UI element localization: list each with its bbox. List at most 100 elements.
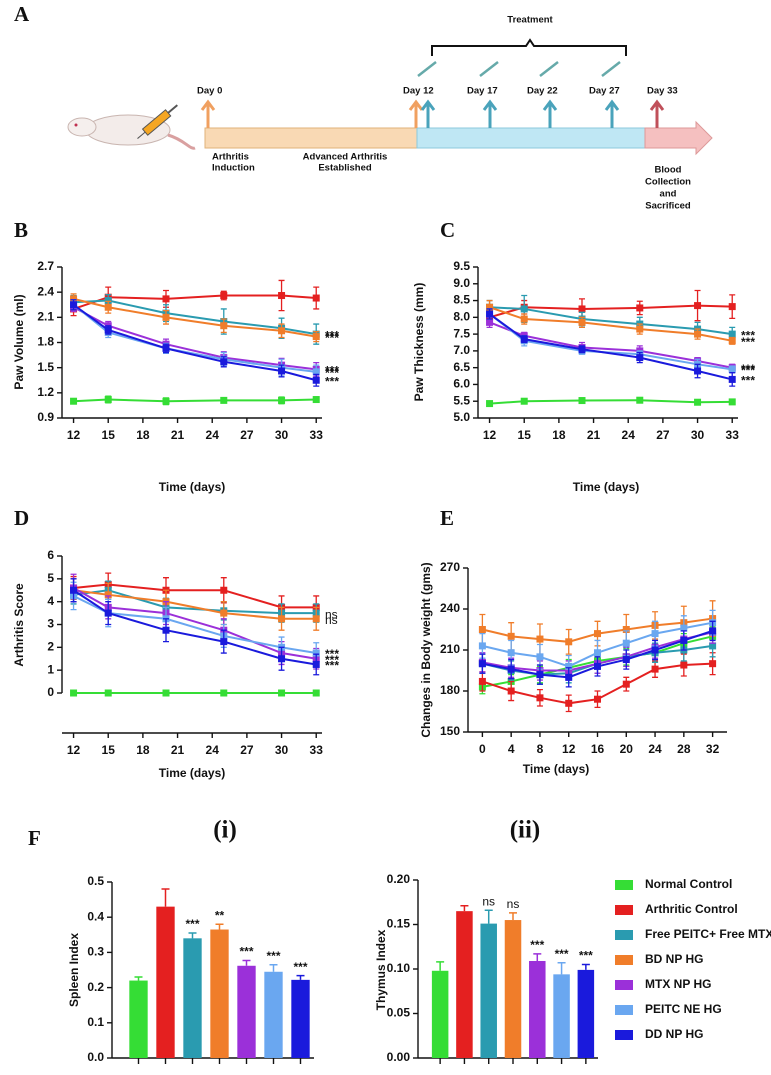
- data-point: [70, 397, 78, 405]
- y-axis-label: Thymus Index: [374, 929, 388, 1010]
- y-axis-label: Spleen Index: [67, 933, 81, 1007]
- y-tick-label: 1.8: [37, 335, 54, 349]
- data-point: [594, 662, 601, 670]
- x-tick-label: 21: [587, 428, 601, 442]
- x-tick-label: 4: [508, 742, 515, 756]
- data-point: [104, 609, 112, 617]
- legend-swatch: [615, 980, 633, 990]
- x-tick-label: 24: [648, 742, 662, 756]
- data-point: [220, 638, 228, 646]
- series-line: [72, 303, 317, 373]
- legend-label: Free PEITC+ Free MTX: [645, 927, 771, 941]
- significance-label: ***: [530, 938, 544, 952]
- y-axis-label: Paw Thickness (mm): [412, 283, 426, 402]
- treatment-bar: [416, 127, 646, 149]
- data-point: [70, 689, 78, 697]
- significance-label: ***: [741, 335, 755, 349]
- day-label: Day 22: [527, 86, 558, 97]
- data-point: [651, 646, 659, 654]
- series-line: [489, 306, 733, 336]
- legend-label: MTX NP HG: [645, 977, 711, 991]
- chart: C Paw Thickness (mm) Time (days) 5.0 5.5 6.0 6…: [412, 218, 755, 494]
- data-point: [486, 318, 494, 326]
- data-point: [104, 297, 112, 305]
- bar: [577, 969, 595, 1058]
- data-point: [278, 655, 286, 663]
- x-tick-label: 12: [67, 743, 81, 757]
- data-point: [520, 335, 528, 343]
- data-point: [520, 305, 528, 313]
- y-tick-label: 0.2: [87, 980, 104, 994]
- data-point: [312, 376, 320, 384]
- significance-label: ***: [741, 374, 755, 388]
- data-point: [104, 303, 112, 311]
- x-tick-label: 0: [479, 742, 486, 756]
- bar: [156, 906, 175, 1058]
- series-line: [73, 306, 317, 371]
- syringe-icons: [417, 61, 621, 77]
- data-point: [478, 642, 486, 650]
- y-tick-label: 8.0: [453, 310, 470, 324]
- timeline: A Treatment Day 0 D: [14, 2, 713, 212]
- data-point: [278, 396, 286, 404]
- data-point: [680, 624, 688, 632]
- error-bar: [134, 976, 143, 981]
- data-point: [728, 337, 736, 345]
- data-point: [162, 295, 170, 303]
- phase-label: Sacrificed: [645, 201, 691, 212]
- series-line: [488, 313, 733, 381]
- induction-bar: [204, 127, 418, 149]
- y-tick-label: 1.5: [37, 360, 54, 374]
- significance-label: ***: [239, 945, 253, 959]
- y-axis-label: Changes in Body weight (gms): [419, 562, 433, 737]
- y-tick-label: 0.20: [387, 872, 411, 886]
- data-point: [536, 671, 544, 679]
- data-point: [162, 313, 170, 321]
- x-tick-label: 33: [726, 428, 740, 442]
- data-point: [312, 396, 320, 404]
- panel-label: B: [14, 218, 28, 242]
- data-point: [594, 649, 601, 657]
- data-point: [312, 615, 320, 623]
- rat-eye: [74, 123, 78, 127]
- data-point: [565, 699, 573, 707]
- data-point: [486, 303, 494, 311]
- error-bar: [533, 953, 542, 961]
- bar: [291, 979, 310, 1058]
- data-point: [594, 695, 601, 703]
- legend-swatch: [615, 880, 633, 890]
- legend-label: Normal Control: [645, 877, 732, 891]
- data-point: [636, 354, 644, 362]
- data-point: [220, 396, 228, 404]
- rat-head: [67, 117, 97, 137]
- bar: [504, 920, 522, 1058]
- x-tick-label: 30: [691, 428, 705, 442]
- day-label: Day 17: [467, 86, 498, 97]
- legend-swatch: [615, 905, 633, 915]
- day-label: Day 27: [589, 86, 620, 97]
- data-point: [162, 626, 170, 634]
- legend-swatch: [615, 1030, 633, 1040]
- x-tick-label: 24: [622, 428, 636, 442]
- significance-label: ***: [325, 653, 339, 667]
- panel-subtitle: (ii): [510, 817, 541, 844]
- significance-label: ***: [325, 647, 339, 661]
- y-tick-label: 150: [440, 724, 460, 738]
- error-bar: [188, 932, 197, 939]
- y-tick-label: 5: [47, 571, 54, 585]
- treatment-brace: [431, 38, 627, 56]
- y-axis-label: Arthritis Score: [12, 583, 26, 667]
- error-bar: [436, 961, 445, 971]
- error-bar: [484, 909, 493, 924]
- phase-label: Advanced Arthritis: [303, 152, 388, 163]
- data-point: [220, 609, 228, 617]
- data-point: [162, 344, 170, 352]
- legend-label: PEITC NE HG: [645, 1002, 722, 1016]
- y-tick-label: 9.5: [453, 259, 470, 273]
- data-point: [536, 653, 544, 661]
- chart: (ii) Thymus Index 0.00 0.05 0.10 0.15 0.20 ns ns…: [374, 817, 771, 1064]
- significance-label: ***: [325, 331, 339, 345]
- y-tick-label: 5.5: [453, 393, 470, 407]
- significance-label: ns: [325, 607, 338, 621]
